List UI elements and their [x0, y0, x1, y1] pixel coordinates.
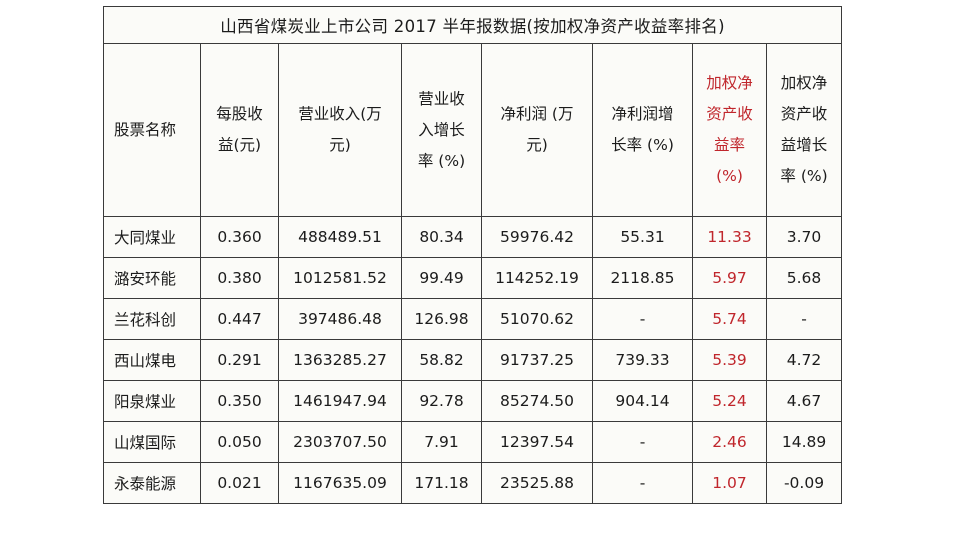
weighted-roe-cell: 5.24 — [692, 380, 767, 422]
table-body: 大同煤业 0.360 488489.51 80.34 59976.42 55.31 11.3… — [103, 216, 843, 504]
header-weighted-roe: 加权净资产收益率 (%) — [692, 43, 767, 217]
net-profit-growth-cell: 739.33 — [592, 339, 693, 381]
header-line: 每股收 — [216, 105, 263, 123]
stock-name-cell: 山煤国际 — [103, 421, 201, 463]
net-profit-growth-cell: - — [592, 421, 693, 463]
revenue-cell: 488489.51 — [278, 216, 402, 258]
header-line: 加权净 — [780, 74, 828, 92]
table-title: 山西省煤炭业上市公司 2017 半年报数据(按加权净资产收益率排名) — [102, 6, 843, 44]
net-profit-growth-cell: - — [592, 298, 693, 340]
header-line: 元) — [329, 136, 351, 154]
weighted-roe-cell: 5.74 — [692, 298, 767, 340]
eps-cell: 0.360 — [200, 216, 279, 258]
stock-name-cell: 兰花科创 — [103, 298, 201, 340]
revenue-cell: 1363285.27 — [278, 339, 402, 381]
stock-name-cell: 永泰能源 — [103, 462, 201, 504]
table-header-row: 股票名称 每股收 益(元) 营业收入(万 元) 营业收 入增长率 (%) 净利润 (万 元) 净利… — [103, 43, 843, 217]
header-roe-growth: 加权净资产收益增长率 (%) — [765, 43, 843, 217]
header-eps: 每股收益(元) — [200, 43, 279, 217]
header-line: 益率 — [713, 136, 745, 154]
header-line: 长率 (%) — [611, 136, 674, 154]
header-line: 资产收 — [780, 105, 828, 123]
revenue-cell: 397486.48 — [278, 298, 402, 340]
revenue-growth-cell: 126.98 — [401, 298, 482, 340]
net-profit-growth-cell: - — [592, 462, 693, 504]
header-line: 入增长 — [418, 120, 465, 139]
revenue-growth-cell: 99.49 — [401, 257, 482, 299]
report-document: 山西省煤炭业上市公司 2017 半年报数据(按加权净资产收益率排名) 股票名称 每… — [102, 6, 843, 504]
roe-growth-cell: 5.68 — [765, 257, 843, 299]
revenue-cell: 1167635.09 — [278, 462, 402, 504]
stock-name-cell: 阳泉煤业 — [103, 380, 201, 422]
revenue-cell: 1461947.94 — [278, 380, 402, 422]
eps-cell: 0.050 — [200, 421, 279, 463]
table-row: 兰花科创 0.447 397486.48 126.98 51070.62-5.74- — [103, 298, 843, 340]
net-profit-cell: 23525.88 — [481, 462, 593, 504]
roe-growth-cell: 3.70 — [765, 216, 843, 258]
roe-growth-cell: 4.67 — [765, 380, 843, 422]
table-row: 山煤国际 0.050 2303707.50 7.91 12397.54-2.46 14.8… — [103, 421, 843, 463]
header-line: 率 (%) — [780, 167, 828, 185]
table-row: 潞安环能 0.380 1012581.52 99.49 114252.19 2118.85… — [103, 257, 843, 299]
eps-cell: 0.021 — [200, 462, 279, 504]
table-row: 西山煤电 0.291 1363285.27 58.82 91737.25 739.33 5.… — [103, 339, 843, 381]
net-profit-cell: 85274.50 — [481, 380, 593, 422]
roe-growth-cell: 14.89 — [765, 421, 843, 463]
net-profit-cell: 91737.25 — [481, 339, 593, 381]
net-profit-cell: 59976.42 — [481, 216, 593, 258]
header-line: 净利润增 — [611, 105, 674, 123]
eps-cell: 0.380 — [200, 257, 279, 299]
header-line: 营业收入(万 — [298, 105, 382, 123]
header-line: 益(元) — [217, 136, 262, 154]
table-row: 永泰能源 0.021 1167635.09 171.18 23525.88-1.07 -0… — [103, 462, 843, 504]
header-line: 净利润 (万 — [500, 105, 574, 123]
weighted-roe-cell: 2.46 — [692, 421, 767, 463]
revenue-growth-cell: 171.18 — [401, 462, 482, 504]
eps-cell: 0.291 — [200, 339, 279, 381]
net-profit-growth-cell: 55.31 — [592, 216, 693, 258]
stock-name-cell: 大同煤业 — [103, 216, 201, 258]
header-line: 资产收 — [706, 105, 753, 123]
eps-cell: 0.447 — [200, 298, 279, 340]
net-profit-cell: 51070.62 — [481, 298, 593, 340]
header-net-profit-growth: 净利润增长率 (%) — [592, 43, 693, 217]
roe-growth-cell: 4.72 — [765, 339, 843, 381]
net-profit-growth-cell: 2118.85 — [592, 257, 693, 299]
revenue-growth-cell: 80.34 — [401, 216, 482, 258]
roe-growth-cell: - — [765, 298, 843, 340]
table-row: 阳泉煤业 0.350 1461947.94 92.78 85274.50 904.14 5.… — [103, 380, 843, 422]
header-net-profit: 净利润 (万 元) — [481, 43, 593, 217]
header-line: 营业收 — [418, 89, 465, 108]
header-line: 率 (%) — [417, 151, 466, 170]
net-profit-growth-cell: 904.14 — [592, 380, 693, 422]
header-line: 元) — [526, 136, 548, 154]
header-stock-name: 股票名称 — [103, 43, 201, 217]
eps-cell: 0.350 — [200, 380, 279, 422]
header-line: 股票名称 — [114, 120, 177, 139]
header-line: 加权净 — [706, 74, 753, 92]
revenue-growth-cell: 92.78 — [401, 380, 482, 422]
revenue-cell: 2303707.50 — [278, 421, 402, 463]
weighted-roe-cell: 11.33 — [692, 216, 767, 258]
header-revenue-growth: 营业收入增长率 (%) — [401, 43, 482, 217]
revenue-growth-cell: 58.82 — [401, 339, 482, 381]
revenue-cell: 1012581.52 — [278, 257, 402, 299]
table-row: 大同煤业 0.360 488489.51 80.34 59976.42 55.31 11.3… — [103, 216, 843, 258]
stock-name-cell: 西山煤电 — [103, 339, 201, 381]
header-revenue: 营业收入(万 元) — [278, 43, 402, 217]
header-line: (%) — [716, 167, 743, 185]
weighted-roe-cell: 5.97 — [692, 257, 767, 299]
weighted-roe-cell: 1.07 — [692, 462, 767, 504]
net-profit-cell: 12397.54 — [481, 421, 593, 463]
weighted-roe-cell: 5.39 — [692, 339, 767, 381]
coal-company-data-table: 山西省煤炭业上市公司 2017 半年报数据(按加权净资产收益率排名) 股票名称 每… — [102, 6, 843, 504]
revenue-growth-cell: 7.91 — [401, 421, 482, 463]
header-line: 益增长 — [780, 136, 828, 154]
roe-growth-cell: -0.09 — [765, 462, 843, 504]
net-profit-cell: 114252.19 — [481, 257, 593, 299]
stock-name-cell: 潞安环能 — [103, 257, 201, 299]
